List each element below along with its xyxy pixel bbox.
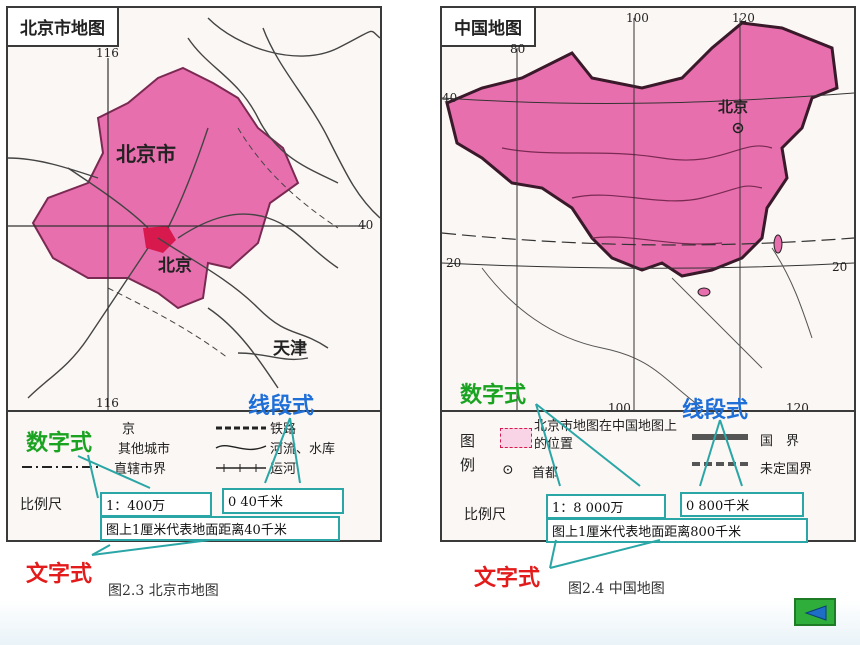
beijing-capital-label: 北京: [158, 256, 192, 276]
scale-label: 比例尺: [464, 507, 506, 523]
railway-river-symbols: [215, 426, 267, 472]
beijing-capital-label: 北京: [718, 98, 749, 116]
legend-railway-label: 铁路: [270, 422, 297, 437]
map-title: 北京市地图: [8, 8, 119, 47]
numeric-scale-box: 1：400万: [100, 492, 212, 517]
text-scale-annotation: 文字式: [26, 562, 93, 587]
legend-title-li: 例: [460, 456, 476, 474]
triangle-left-icon: [804, 605, 827, 621]
legend-capital-label: 首都: [532, 466, 559, 481]
line-scale-box: 0 40千米: [222, 488, 344, 514]
line-scale-annotation: 线段式: [682, 398, 749, 423]
numeric-scale-annotation: 数字式: [460, 383, 527, 408]
legend-other-city-label: 其他城市: [118, 442, 171, 457]
tianjin-label: 天津: [273, 339, 307, 359]
longitude-tick-bottom: 116: [96, 396, 119, 410]
longitude-tick-120-top: 120: [732, 11, 755, 25]
line-scale-box: 0 800千米: [680, 492, 804, 517]
border-symbols: [692, 434, 748, 466]
legend-municipality-border-label: 直辖市界: [114, 462, 167, 477]
beijing-map-panel: 北京市地图 116 116 40 北京市 北京 天津 京 其他城市 直辖市界 铁…: [6, 6, 382, 542]
numeric-scale-annotation: 数字式: [26, 431, 93, 456]
longitude-tick-80: 80: [510, 42, 526, 56]
longitude-tick-top: 116: [96, 46, 119, 60]
longitude-tick-100-top: 100: [626, 11, 649, 25]
text-scale-box: 图上1厘米代表地面距离800千米: [546, 518, 808, 543]
latitude-tick-right: 40: [358, 218, 374, 232]
legend-capital-label: 京: [122, 422, 136, 437]
legend-national-border-label: 国 界: [760, 434, 800, 449]
legend-capital-symbol: ⊙: [502, 462, 514, 478]
numeric-scale-box: 1：8 000万: [546, 494, 666, 519]
figure-caption-right: 图2.4 中国地图: [568, 581, 665, 597]
legend-river-label: 河流、水库: [270, 442, 336, 457]
china-map-panel: 中国地图 80 100 120 100 120 40 20 20 北京 图 例 …: [440, 6, 856, 543]
municipality-border-symbol: [22, 466, 102, 468]
latitude-tick-20-left: 20: [446, 256, 462, 270]
scale-label: 比例尺: [20, 497, 62, 513]
text-scale-box: 图上1厘米代表地面距离40千米: [100, 516, 340, 541]
line-scale-annotation: 线段式: [248, 394, 315, 419]
legend-beijing-position-label: 北京市地图在中国地图上的位置: [534, 419, 678, 452]
beijing-city-label: 北京市: [116, 142, 176, 166]
legend-title-tu: 图: [460, 432, 476, 450]
latitude-tick-20-right: 20: [832, 260, 848, 274]
map-title: 中国地图: [442, 8, 536, 47]
beijing-position-symbol: [500, 428, 532, 448]
figure-caption-left: 图2.3 北京市地图: [108, 583, 219, 599]
legend-canal-label: 运河: [270, 462, 297, 477]
map-legend: 图 例 北京市地图在中国地图上的位置 ⊙ 首都 国 界 未定国界 比例尺 1：8…: [442, 410, 854, 543]
text-scale-annotation: 文字式: [474, 566, 541, 591]
legend-undetermined-border-label: 未定国界: [760, 462, 813, 477]
latitude-tick-40: 40: [442, 91, 458, 105]
back-button[interactable]: [794, 598, 836, 626]
beijing-municipality-shape: [31, 66, 300, 310]
china-map-graphic: [442, 8, 854, 412]
beijing-map-graphic: [8, 8, 380, 412]
